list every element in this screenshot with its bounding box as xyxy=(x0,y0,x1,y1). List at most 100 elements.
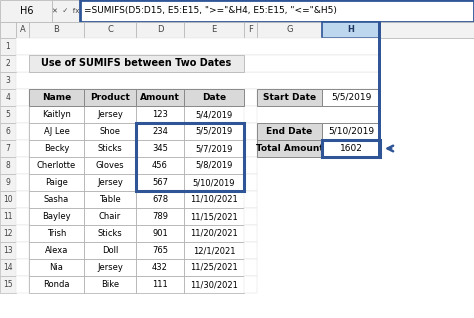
Bar xyxy=(322,140,380,157)
Text: 1602: 1602 xyxy=(339,144,363,153)
Bar xyxy=(84,157,136,174)
Bar xyxy=(16,242,29,259)
Bar xyxy=(380,22,474,38)
Bar xyxy=(257,140,322,157)
Bar xyxy=(379,22,381,157)
Text: Jersey: Jersey xyxy=(97,110,123,119)
Text: 10: 10 xyxy=(3,195,13,204)
Bar xyxy=(29,106,84,123)
Text: 15: 15 xyxy=(3,280,13,289)
Text: =SUMIFS(D5:D15, E5:E15, ">="&H4, E5:E15, "<="&H5): =SUMIFS(D5:D15, E5:E15, ">="&H4, E5:E15,… xyxy=(84,6,337,16)
Bar xyxy=(184,174,244,191)
Bar xyxy=(136,157,184,174)
Text: Becky: Becky xyxy=(44,144,69,153)
Bar xyxy=(322,123,380,140)
Bar xyxy=(29,242,84,259)
Bar xyxy=(0,225,16,242)
Text: 11/15/2021: 11/15/2021 xyxy=(190,212,238,221)
Text: Trish: Trish xyxy=(47,229,66,238)
Text: 6: 6 xyxy=(6,127,10,136)
Text: Paige: Paige xyxy=(45,178,68,187)
Text: A: A xyxy=(19,25,26,34)
Text: Ronda: Ronda xyxy=(43,280,70,289)
Text: 5/8/2019: 5/8/2019 xyxy=(195,161,233,170)
Bar xyxy=(16,259,29,276)
Bar xyxy=(244,89,257,106)
Text: Jersey: Jersey xyxy=(97,178,123,187)
Text: Table: Table xyxy=(99,195,121,204)
Text: Jersey: Jersey xyxy=(97,263,123,272)
Bar xyxy=(136,191,184,208)
Bar xyxy=(29,208,84,225)
Bar xyxy=(29,89,84,106)
Bar xyxy=(184,259,244,276)
Text: AJ Lee: AJ Lee xyxy=(44,127,69,136)
Bar xyxy=(84,140,136,157)
Bar xyxy=(184,89,244,106)
Bar xyxy=(0,22,16,38)
Bar xyxy=(84,191,136,208)
Bar xyxy=(84,225,136,242)
Text: 5/5/2019: 5/5/2019 xyxy=(331,93,371,102)
Text: 12: 12 xyxy=(3,229,13,238)
Text: 11/30/2021: 11/30/2021 xyxy=(190,280,238,289)
Text: 8: 8 xyxy=(6,161,10,170)
Text: 765: 765 xyxy=(152,246,168,255)
Bar xyxy=(0,174,16,191)
Text: 456: 456 xyxy=(152,161,168,170)
Text: 4: 4 xyxy=(6,93,10,102)
Bar xyxy=(257,22,322,38)
Bar xyxy=(0,157,16,174)
Bar xyxy=(184,225,244,242)
Bar xyxy=(16,174,29,191)
Bar xyxy=(0,259,16,276)
Bar xyxy=(16,208,29,225)
Text: 11/25/2021: 11/25/2021 xyxy=(190,263,238,272)
Text: 789: 789 xyxy=(152,212,168,221)
Bar xyxy=(136,225,184,242)
Bar xyxy=(184,123,244,140)
Bar xyxy=(84,123,136,140)
Bar xyxy=(29,123,84,140)
Bar xyxy=(136,174,184,191)
Bar xyxy=(84,259,136,276)
Text: Sticks: Sticks xyxy=(98,229,122,238)
Bar xyxy=(257,123,322,140)
Bar xyxy=(84,242,136,259)
Bar xyxy=(29,259,84,276)
Bar xyxy=(184,191,244,208)
Bar xyxy=(244,157,257,174)
Text: 5/5/2019: 5/5/2019 xyxy=(195,127,233,136)
Text: 234: 234 xyxy=(152,127,168,136)
Bar xyxy=(0,38,16,55)
Text: Product: Product xyxy=(90,93,130,102)
Text: Kaitlyn: Kaitlyn xyxy=(42,110,71,119)
Text: 5: 5 xyxy=(6,110,10,119)
Text: Bayley: Bayley xyxy=(42,212,71,221)
Text: 5/7/2019: 5/7/2019 xyxy=(195,144,233,153)
Bar xyxy=(244,123,257,140)
Text: 12/1/2021: 12/1/2021 xyxy=(193,246,235,255)
Bar xyxy=(16,89,29,106)
Text: 2: 2 xyxy=(6,59,10,68)
Bar xyxy=(184,157,244,174)
Bar xyxy=(84,174,136,191)
Bar xyxy=(29,191,84,208)
Text: Sticks: Sticks xyxy=(98,144,122,153)
Text: 3: 3 xyxy=(6,76,10,85)
Bar xyxy=(244,106,257,123)
Text: Cherlotte: Cherlotte xyxy=(37,161,76,170)
Text: H: H xyxy=(347,25,355,34)
Text: C: C xyxy=(107,25,113,34)
Text: 5/10/2019: 5/10/2019 xyxy=(328,127,374,136)
Bar xyxy=(136,140,184,157)
Bar xyxy=(16,140,29,157)
Bar xyxy=(0,191,16,208)
Bar xyxy=(244,225,257,242)
Text: Name: Name xyxy=(42,93,71,102)
Text: 901: 901 xyxy=(152,229,168,238)
Bar xyxy=(136,123,244,191)
Bar xyxy=(29,22,84,38)
Bar xyxy=(0,208,16,225)
Bar xyxy=(29,140,84,157)
